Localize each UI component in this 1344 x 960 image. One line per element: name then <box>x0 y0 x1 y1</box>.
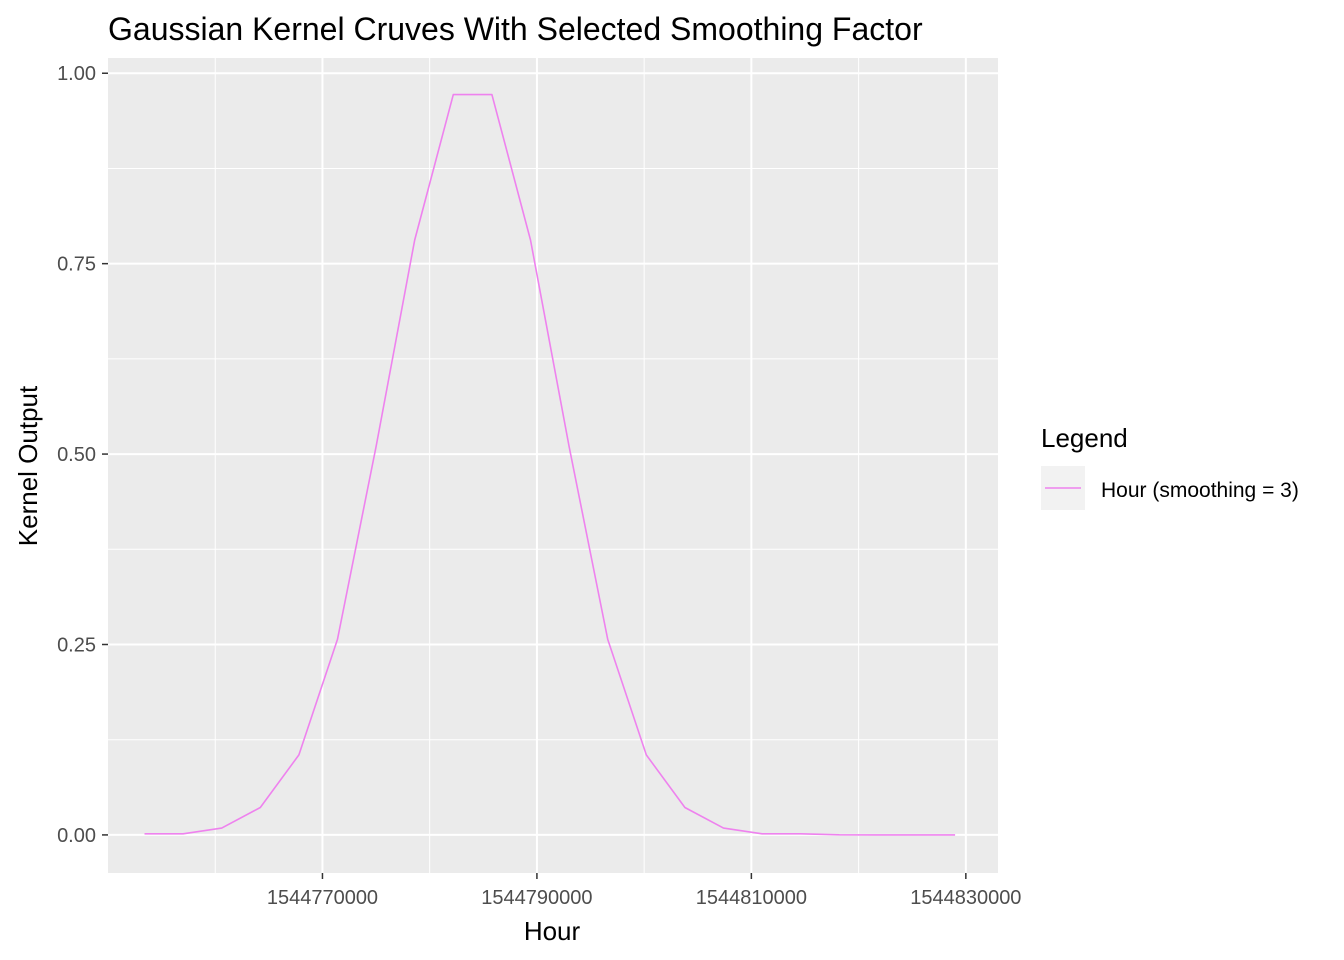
y-tick-label: 0.75 <box>57 254 96 276</box>
legend: Legend Hour (smoothing = 3) <box>1041 423 1299 510</box>
x-tick-label: 1544790000 <box>481 887 592 909</box>
y-tick-label: 1.00 <box>57 63 96 85</box>
x-axis: 1544770000 1544790000 1544810000 1544830000 <box>267 873 1021 909</box>
x-tick-label: 1544830000 <box>910 887 1021 909</box>
series-line <box>144 93 956 836</box>
plot-panel <box>108 58 998 873</box>
series-layer <box>144 93 956 836</box>
y-tick-label: 0.50 <box>57 444 96 466</box>
x-tick-label: 1544810000 <box>696 887 807 909</box>
y-axis-title: Kernel Output <box>13 385 43 546</box>
legend-label: Hour (smoothing = 3) <box>1101 479 1299 502</box>
chart-title: Gaussian Kernel Cruves With Selected Smo… <box>108 11 923 47</box>
y-tick-label: 0.25 <box>57 634 96 656</box>
legend-title: Legend <box>1041 423 1128 453</box>
x-tick-label: 1544770000 <box>267 887 378 909</box>
x-axis-title: Hour <box>524 916 581 946</box>
y-tick-label: 0.00 <box>57 825 96 847</box>
y-axis: 0.00 0.25 0.50 0.75 1.00 <box>57 63 108 847</box>
